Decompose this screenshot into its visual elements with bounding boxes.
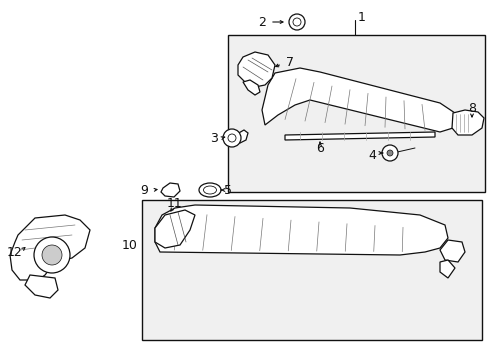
Text: 1: 1 xyxy=(357,10,365,23)
Polygon shape xyxy=(439,240,464,262)
Circle shape xyxy=(223,129,241,147)
Circle shape xyxy=(386,150,392,156)
Circle shape xyxy=(292,18,301,26)
Polygon shape xyxy=(161,183,180,197)
Text: 9: 9 xyxy=(140,184,148,197)
Polygon shape xyxy=(243,80,260,95)
Text: 2: 2 xyxy=(258,15,265,28)
Polygon shape xyxy=(262,68,454,132)
Polygon shape xyxy=(439,260,454,278)
Polygon shape xyxy=(451,110,483,135)
Text: 3: 3 xyxy=(210,131,218,144)
Circle shape xyxy=(381,145,397,161)
Text: 7: 7 xyxy=(285,55,293,68)
Circle shape xyxy=(227,134,236,142)
Text: 10: 10 xyxy=(122,239,138,252)
Polygon shape xyxy=(155,205,447,255)
Ellipse shape xyxy=(203,186,216,194)
Text: 6: 6 xyxy=(315,141,323,154)
Polygon shape xyxy=(155,210,195,248)
Bar xyxy=(142,200,481,340)
Polygon shape xyxy=(235,130,247,143)
Bar xyxy=(227,35,484,192)
Text: 11: 11 xyxy=(167,197,183,210)
Text: 8: 8 xyxy=(467,102,475,114)
Polygon shape xyxy=(285,132,434,140)
Polygon shape xyxy=(25,275,58,298)
Polygon shape xyxy=(238,52,274,87)
Text: 5: 5 xyxy=(224,184,231,197)
Polygon shape xyxy=(10,215,90,280)
Text: 4: 4 xyxy=(367,149,375,162)
Circle shape xyxy=(288,14,305,30)
Text: 12: 12 xyxy=(7,246,23,258)
Circle shape xyxy=(42,245,62,265)
Ellipse shape xyxy=(199,183,221,197)
Circle shape xyxy=(34,237,70,273)
